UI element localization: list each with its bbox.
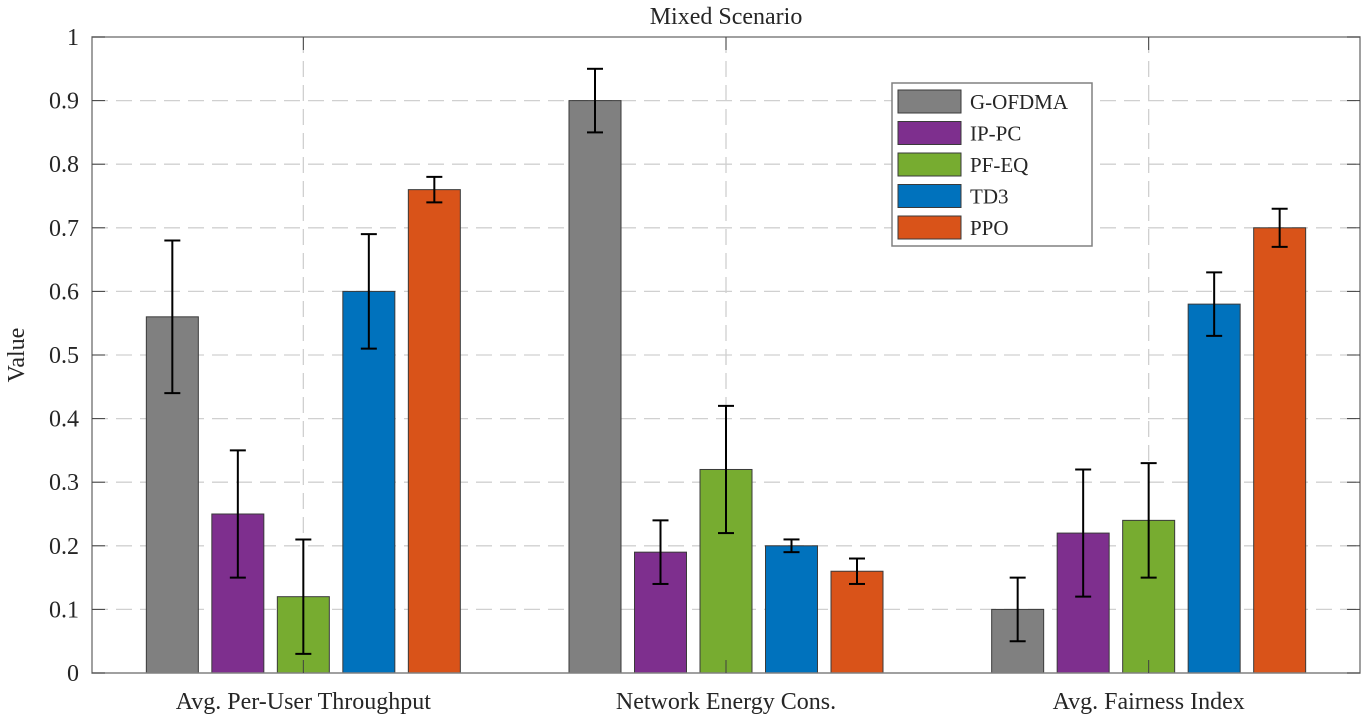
- error-bar: [426, 175, 443, 204]
- error-bar: [1140, 462, 1157, 579]
- legend-item: PPO: [897, 215, 1009, 240]
- axes: [91, 36, 1361, 674]
- legend-label: PPO: [970, 216, 1009, 240]
- legend-label: PF-EQ: [970, 153, 1028, 177]
- bar-ppo: [407, 189, 461, 674]
- y-tick-label: 0.3: [49, 470, 79, 496]
- y-axis-label: Value: [4, 328, 30, 383]
- error-bar: [587, 67, 603, 134]
- legend-item: PF-EQ: [897, 152, 1028, 177]
- error-bars: [164, 67, 1288, 655]
- legend-label: TD3: [970, 185, 1009, 209]
- legend: G-OFDMA IP-PC PF-EQ TD3 PPO: [891, 82, 1093, 247]
- y-tick-label: 1: [67, 25, 79, 51]
- y-tick-label: 0.2: [49, 534, 79, 560]
- error-bar: [849, 557, 865, 585]
- legend-item: G-OFDMA: [897, 89, 1069, 114]
- bar-td3: [765, 545, 818, 674]
- bar-ppo: [830, 570, 884, 674]
- bar-td3: [1187, 303, 1241, 674]
- x-tick-label: Avg. Per-User Throughput: [176, 689, 432, 715]
- error-bar: [229, 449, 246, 579]
- y-tick-label: 0.7: [49, 216, 79, 242]
- legend-swatch: [897, 89, 962, 114]
- x-tick-labels: Avg. Per-User Throughput Network Energy C…: [176, 689, 1245, 715]
- error-bar: [1206, 271, 1223, 337]
- error-bar: [295, 538, 312, 655]
- error-bar: [360, 233, 377, 350]
- legend-label: IP-PC: [970, 122, 1021, 146]
- legend-label: G-OFDMA: [970, 90, 1069, 114]
- bar-td3: [342, 290, 396, 674]
- error-bar: [718, 404, 734, 535]
- chart-title: Mixed Scenario: [650, 4, 803, 30]
- bar-ppo: [1253, 227, 1307, 674]
- y-tick-label: 0.8: [49, 152, 79, 178]
- error-bar: [1009, 576, 1026, 643]
- legend-item: IP-PC: [897, 121, 1021, 146]
- y-tick-label: 0.5: [49, 343, 79, 369]
- legend-swatch: [897, 184, 962, 208]
- y-tick-label: 0.4: [49, 407, 79, 433]
- y-tick-label: 0.6: [49, 279, 79, 305]
- y-tick-label: 0.1: [49, 597, 79, 623]
- legend-item: TD3: [897, 184, 1009, 209]
- x-tick-label: Network Energy Cons.: [616, 689, 836, 715]
- bar-g-ofdma: [568, 100, 622, 674]
- error-bar: [164, 239, 181, 395]
- legend-swatch: [897, 215, 962, 240]
- y-tick-label: 0: [67, 661, 79, 687]
- legend-swatch: [897, 121, 962, 145]
- x-tick-label: Avg. Fairness Index: [1053, 689, 1245, 715]
- error-bar: [1271, 207, 1288, 248]
- error-bar: [652, 519, 669, 585]
- y-tick-labels: 0 0.1 0.2 0.3 0.4 0.5 0.6 0.7 0.8 0.9 1: [49, 25, 79, 687]
- error-bar: [783, 538, 800, 554]
- legend-swatch: [897, 152, 962, 177]
- y-tick-label: 0.9: [49, 89, 79, 115]
- error-bar: [1075, 468, 1092, 598]
